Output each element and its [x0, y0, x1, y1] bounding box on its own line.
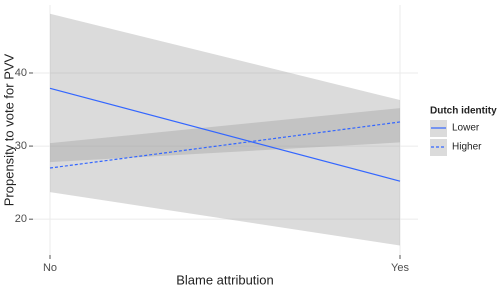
- legend-label: Higher: [452, 142, 482, 153]
- x-tick-label: Yes: [391, 262, 409, 274]
- y-tick-label: 30: [15, 140, 27, 152]
- line: [49, 87, 401, 182]
- x-axis-title: Blame attribution: [176, 272, 274, 287]
- confidence-band: [50, 13, 400, 246]
- line: [49, 121, 401, 169]
- legend-title: Dutch identity: [430, 106, 497, 117]
- y-tick-label: 20: [15, 213, 27, 225]
- y-tick-label: 40: [15, 67, 27, 79]
- legend-label: Lower: [452, 123, 480, 134]
- x-tick-label: No: [43, 262, 57, 274]
- y-axis-title: Propensity to vote for PVV: [1, 53, 16, 206]
